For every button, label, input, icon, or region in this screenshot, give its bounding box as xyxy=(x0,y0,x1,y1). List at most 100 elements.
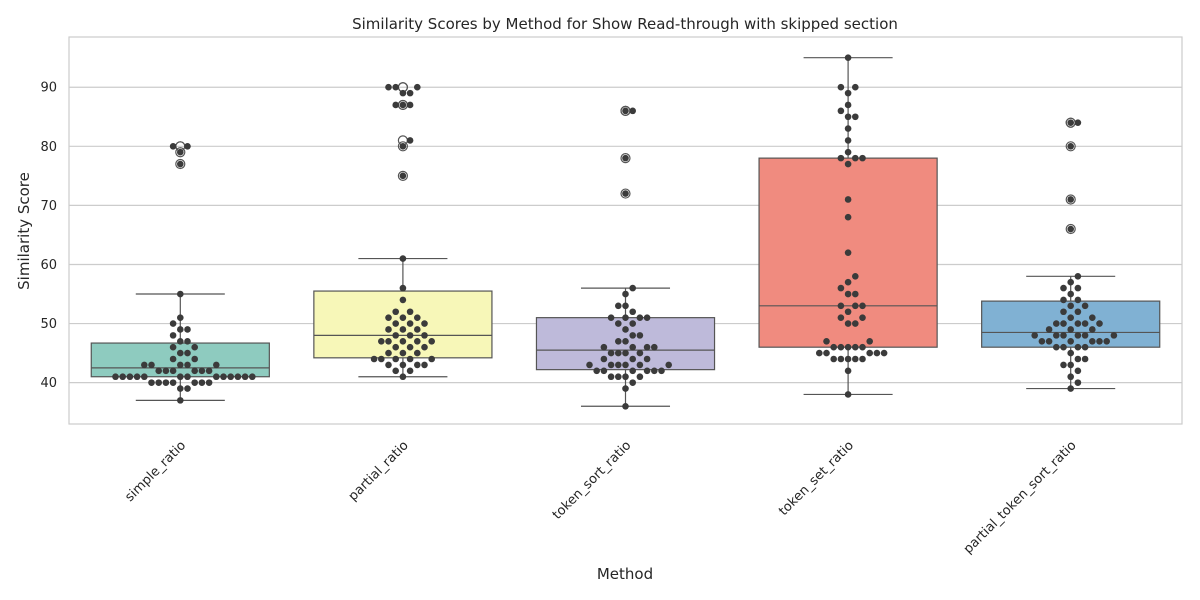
data-point xyxy=(385,314,392,321)
x-tick-partial_token_sort_ratio: partial_token_sort_ratio xyxy=(961,438,1080,557)
swarm-token_sort_ratio xyxy=(586,107,672,410)
data-point xyxy=(1110,332,1118,339)
data-point xyxy=(622,190,629,197)
data-point xyxy=(844,89,852,97)
data-point xyxy=(399,101,407,109)
data-point xyxy=(169,367,177,375)
data-point xyxy=(837,355,845,363)
data-point xyxy=(615,361,622,369)
data-point xyxy=(1053,343,1060,351)
outlier-marker xyxy=(1065,194,1076,205)
data-point xyxy=(643,343,651,351)
data-point xyxy=(844,113,852,121)
data-point xyxy=(392,343,400,351)
data-point xyxy=(177,337,184,345)
data-point xyxy=(213,361,220,369)
data-point xyxy=(406,137,414,144)
data-point xyxy=(852,302,859,310)
data-point xyxy=(421,332,428,339)
data-point xyxy=(378,355,385,363)
data-point xyxy=(844,308,852,316)
data-point xyxy=(370,355,378,363)
data-point xyxy=(1067,314,1074,321)
data-point xyxy=(830,343,837,351)
data-point xyxy=(392,332,400,339)
data-point xyxy=(406,89,414,97)
data-point xyxy=(399,172,407,180)
data-point xyxy=(593,367,600,375)
data-point xyxy=(816,349,823,357)
y-axis-label: Similarity Score xyxy=(15,172,33,290)
data-point xyxy=(844,101,852,109)
data-point xyxy=(177,349,184,357)
data-point xyxy=(177,160,184,168)
data-point xyxy=(830,355,837,363)
y-tick-labels: 40 50 60 70 80 90 xyxy=(40,81,57,391)
data-point xyxy=(1074,320,1082,327)
data-point xyxy=(622,361,629,369)
data-point xyxy=(1074,272,1082,280)
data-point xyxy=(622,337,629,345)
data-point xyxy=(844,278,852,286)
data-point xyxy=(1067,196,1074,203)
data-point xyxy=(586,361,593,369)
data-point xyxy=(205,379,213,386)
data-point xyxy=(162,367,170,375)
data-point xyxy=(629,308,636,316)
data-point xyxy=(823,349,830,357)
data-point xyxy=(622,302,629,310)
box-iqr xyxy=(90,342,270,378)
data-point xyxy=(1060,296,1067,304)
data-point xyxy=(600,367,608,375)
y-tick-90: 90 xyxy=(40,81,57,96)
data-point xyxy=(1081,320,1089,327)
data-point xyxy=(399,373,407,381)
data-point xyxy=(844,391,852,398)
data-point xyxy=(177,314,184,321)
data-point xyxy=(1067,225,1074,233)
data-point xyxy=(213,373,220,381)
data-point xyxy=(636,361,644,369)
data-point xyxy=(1067,302,1074,310)
data-point xyxy=(191,343,198,351)
data-point xyxy=(399,89,407,97)
data-point xyxy=(428,337,436,345)
data-point xyxy=(1074,343,1082,351)
data-point xyxy=(1081,332,1089,339)
y-tick-70: 70 xyxy=(40,199,57,214)
data-point xyxy=(1067,337,1074,345)
data-point xyxy=(421,320,428,327)
x-tick-token_sort_ratio: token_sort_ratio xyxy=(550,438,635,523)
data-point xyxy=(1067,349,1074,357)
data-point xyxy=(615,349,622,357)
data-point xyxy=(177,373,184,381)
data-point xyxy=(844,367,852,375)
swarm-simple_ratio xyxy=(112,143,256,404)
data-point xyxy=(844,290,852,298)
data-point xyxy=(643,314,651,321)
data-point xyxy=(191,379,198,386)
data-point xyxy=(169,355,177,363)
data-point xyxy=(177,326,184,333)
data-point xyxy=(859,355,866,363)
data-point xyxy=(615,373,622,381)
data-point xyxy=(162,379,170,386)
data-point xyxy=(392,320,400,327)
x-tick-labels: simple_ratio partial_ratio token_sort_rati… xyxy=(122,438,1079,557)
data-point xyxy=(1067,290,1074,298)
data-point xyxy=(191,355,198,363)
outlier-marker xyxy=(620,153,631,164)
data-point xyxy=(844,343,852,351)
data-point xyxy=(378,337,385,345)
x-tick-token_set_ratio: token_set_ratio xyxy=(776,438,857,519)
data-point xyxy=(220,373,227,381)
data-point xyxy=(177,290,184,298)
data-point xyxy=(643,367,651,375)
data-point xyxy=(184,349,191,357)
data-point xyxy=(1074,308,1082,316)
data-point xyxy=(651,367,658,375)
data-point xyxy=(622,314,629,321)
data-point xyxy=(227,373,234,381)
data-point xyxy=(600,355,608,363)
data-point xyxy=(837,154,845,162)
